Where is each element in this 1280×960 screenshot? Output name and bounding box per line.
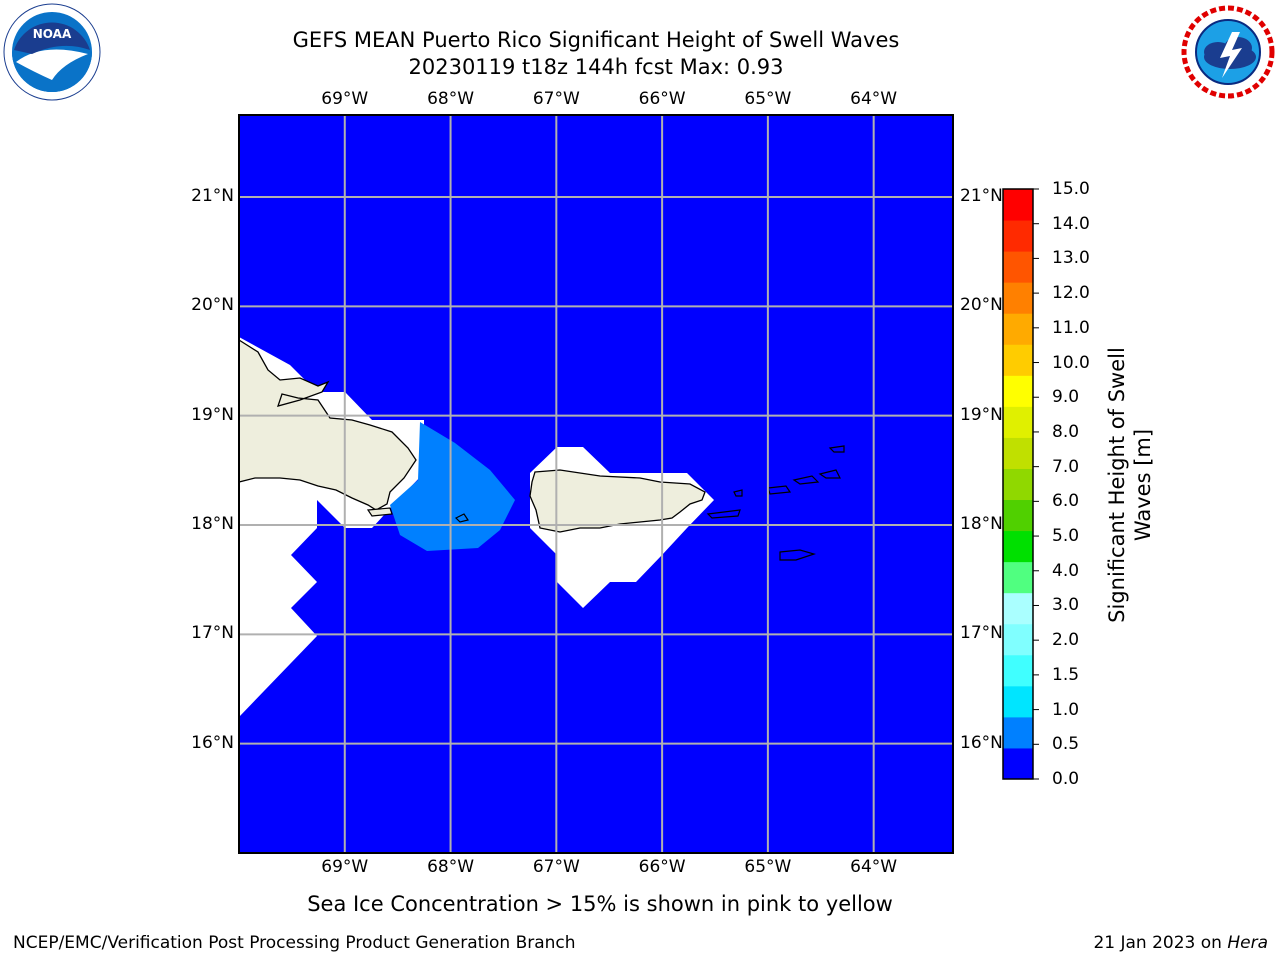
colorbar-tick-label: 5.0 bbox=[1052, 526, 1080, 547]
colorbar-tick-label: 1.5 bbox=[1052, 664, 1080, 685]
colorbar-label: Significant Height of Swell Waves [m] bbox=[1105, 347, 1155, 623]
colorbar-tick-label: 14.0 bbox=[1052, 213, 1090, 234]
lon-label-top: 68°W bbox=[427, 89, 475, 109]
colorbar-segment bbox=[1003, 499, 1033, 532]
land-culebra bbox=[733, 489, 743, 497]
lon-label-bottom: 69°W bbox=[321, 857, 369, 877]
land-mona-island bbox=[454, 513, 469, 523]
lat-label-right: 18°N bbox=[960, 514, 1003, 534]
colorbar-tick-label: 9.0 bbox=[1052, 387, 1080, 408]
colorbar-segment bbox=[1003, 561, 1033, 594]
lon-label-top: 65°W bbox=[744, 89, 792, 109]
colorbar-tick-label: 10.0 bbox=[1052, 352, 1090, 373]
colorbar-tick-label: 13.0 bbox=[1052, 248, 1090, 269]
lat-label-left: 18°N bbox=[191, 514, 234, 534]
lat-label-left: 17°N bbox=[191, 623, 234, 644]
colorbar-tick-label: 2.0 bbox=[1052, 630, 1080, 651]
colorbar-segment bbox=[1003, 623, 1033, 656]
lon-label-top: 66°W bbox=[638, 89, 686, 109]
colorbar-tick-label: 11.0 bbox=[1052, 317, 1090, 338]
lat-label-right: 21°N bbox=[960, 186, 1003, 206]
lat-label-right: 20°N bbox=[960, 295, 1003, 316]
colorbar-segment bbox=[1003, 282, 1033, 314]
noaa-logo-icon: NOAA bbox=[3, 3, 101, 101]
lat-label-left: 21°N bbox=[191, 186, 234, 206]
colorbar-segment bbox=[1003, 406, 1033, 438]
colorbar-segment bbox=[1003, 251, 1033, 283]
colorbar-tick-label: 7.0 bbox=[1052, 456, 1080, 477]
lon-label-bottom: 67°W bbox=[532, 857, 580, 877]
colorbar-segment bbox=[1003, 468, 1033, 501]
colorbar-frame bbox=[1002, 188, 1034, 780]
lat-label-right: 19°N bbox=[960, 404, 1003, 425]
lon-label-bottom: 68°W bbox=[427, 857, 475, 877]
land-saona-island bbox=[366, 507, 393, 517]
land-hispaniola bbox=[238, 338, 417, 511]
land-anegada bbox=[828, 445, 845, 453]
colorbar-segment bbox=[1003, 189, 1033, 221]
colorbar-segment bbox=[1003, 592, 1033, 625]
colorbar-segment bbox=[1003, 375, 1033, 407]
colorbar-segment bbox=[1003, 220, 1033, 252]
colorbar-segment bbox=[1003, 530, 1033, 563]
land-st-thomas bbox=[767, 485, 792, 495]
svg-text:NOAA: NOAA bbox=[33, 27, 72, 41]
footer-date-text: 21 Jan 2023 on bbox=[1093, 933, 1222, 953]
land-vieques bbox=[706, 509, 741, 519]
lon-label-top: 64°W bbox=[850, 89, 898, 109]
footer-date: 21 Jan 2023 on Hera bbox=[1093, 932, 1268, 954]
colorbar-tick-label: 8.0 bbox=[1052, 421, 1080, 442]
colorbar-segment bbox=[1003, 344, 1033, 376]
colorbar-segment bbox=[1003, 437, 1033, 469]
map-frame bbox=[238, 114, 954, 854]
lon-label-top: 67°W bbox=[532, 89, 580, 109]
land-st-croix bbox=[779, 549, 817, 561]
colorbar-segment bbox=[1003, 685, 1033, 718]
land-tortola bbox=[792, 475, 820, 485]
lon-label-top: 69°W bbox=[321, 89, 369, 109]
colorbar-tick-label: 0.5 bbox=[1052, 734, 1080, 755]
lon-label-bottom: 66°W bbox=[638, 857, 686, 877]
colorbar-segment bbox=[1003, 747, 1033, 780]
lat-label-left: 20°N bbox=[191, 295, 234, 316]
colorbar-tick-label: 4.0 bbox=[1052, 560, 1080, 581]
sea-ice-note: Sea Ice Concentration > 15% is shown in … bbox=[307, 892, 893, 916]
chart-subtitle: 20230119 t18z 144h fcst Max: 0.93 bbox=[408, 55, 784, 79]
colorbar-tick-label: 0.0 bbox=[1052, 769, 1080, 789]
chart-title: GEFS MEAN Puerto Rico Significant Height… bbox=[292, 28, 900, 52]
lat-label-left: 16°N bbox=[191, 732, 234, 753]
colorbar-tick-label: 1.0 bbox=[1052, 699, 1080, 720]
lon-label-bottom: 65°W bbox=[744, 857, 792, 877]
lon-label-bottom: 64°W bbox=[850, 857, 898, 877]
footer-branch: NCEP/EMC/Verification Post Processing Pr… bbox=[13, 933, 576, 953]
land-virgin-gorda bbox=[818, 469, 841, 479]
colorbar-tick-label: 15.0 bbox=[1052, 179, 1090, 199]
colorbar-segment bbox=[1003, 716, 1033, 749]
lat-label-right: 16°N bbox=[960, 732, 1003, 753]
nws-logo-icon bbox=[1180, 4, 1276, 100]
swell-region-mona-passage bbox=[390, 422, 515, 551]
colorbar-tick-label: 12.0 bbox=[1052, 283, 1090, 304]
lat-label-left: 19°N bbox=[191, 404, 234, 425]
colorbar-segment bbox=[1003, 654, 1033, 687]
lat-label-right: 17°N bbox=[960, 623, 1003, 644]
colorbar-segment bbox=[1003, 313, 1033, 345]
colorbar-tick-label: 3.0 bbox=[1052, 595, 1080, 616]
colorbar-tick-label: 6.0 bbox=[1052, 491, 1080, 512]
footer-host: Hera bbox=[1227, 933, 1268, 953]
